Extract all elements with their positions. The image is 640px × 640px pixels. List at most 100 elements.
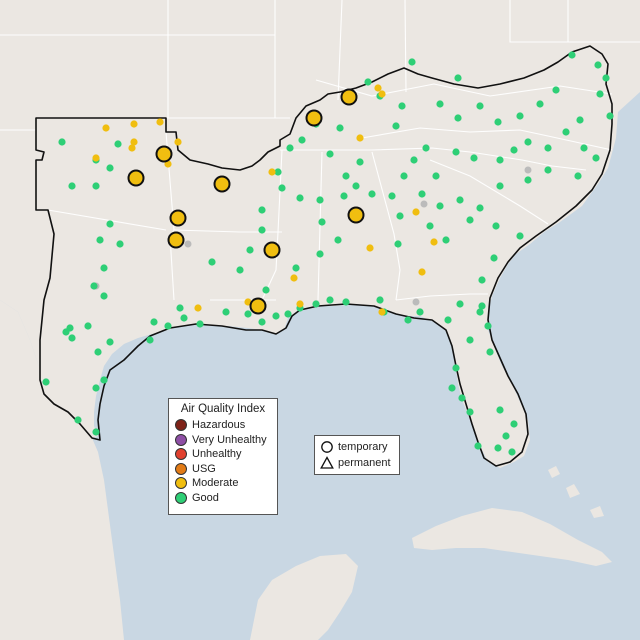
station-marker-good <box>470 154 478 162</box>
station-marker-good <box>400 172 408 180</box>
station-marker-moderate <box>290 274 298 282</box>
temporary-station-marker-moderate <box>155 145 173 163</box>
temporary-station-marker-moderate <box>169 209 187 227</box>
station-marker-moderate <box>430 238 438 246</box>
station-marker-good <box>456 196 464 204</box>
legend-label: USG <box>192 462 216 475</box>
station-marker-good <box>394 240 402 248</box>
station-marker-good <box>258 318 266 326</box>
station-marker-moderate <box>128 144 136 152</box>
station-marker-good <box>592 154 600 162</box>
station-marker-good <box>106 220 114 228</box>
station-marker-good <box>106 338 114 346</box>
station-marker-good <box>444 316 452 324</box>
station-marker-good <box>478 276 486 284</box>
station-marker-good <box>222 308 230 316</box>
station-marker-good <box>106 164 114 172</box>
station-marker-good <box>536 100 544 108</box>
station-marker-good <box>458 394 466 402</box>
station-marker-good <box>494 118 502 126</box>
station-marker-moderate <box>356 134 364 142</box>
station-marker-no-data <box>524 166 532 174</box>
permanent-label: permanent <box>338 457 391 469</box>
station-marker-good <box>476 102 484 110</box>
station-marker-moderate <box>412 208 420 216</box>
legend-label: Moderate <box>192 477 239 490</box>
station-marker-good <box>316 196 324 204</box>
station-marker-good <box>100 264 108 272</box>
station-marker-good <box>494 444 502 452</box>
station-marker-moderate <box>378 90 386 98</box>
station-marker-moderate <box>296 300 304 308</box>
station-marker-good <box>476 308 484 316</box>
station-marker-good <box>454 114 462 122</box>
station-marker-good <box>246 246 254 254</box>
station-marker-good <box>422 144 430 152</box>
station-marker-no-data <box>420 200 428 208</box>
station-marker-good <box>292 264 300 272</box>
station-marker-moderate <box>378 308 386 316</box>
station-marker-good <box>62 328 70 336</box>
station-markers <box>42 51 614 456</box>
station-marker-good <box>90 282 98 290</box>
station-marker-good <box>258 206 266 214</box>
station-marker-moderate <box>268 168 276 176</box>
station-marker-good <box>510 146 518 154</box>
station-marker-good <box>364 78 372 86</box>
station-marker-good <box>272 312 280 320</box>
station-marker-good <box>576 116 584 124</box>
hazardous-swatch-icon <box>175 419 187 432</box>
temporary-station-marker-moderate <box>249 297 267 315</box>
station-marker-good <box>396 212 404 220</box>
station-marker-good <box>508 448 516 456</box>
station-marker-moderate <box>194 304 202 312</box>
station-marker-good <box>408 58 416 66</box>
station-marker-good <box>442 236 450 244</box>
legend-label: Very Unhealthy <box>192 433 267 446</box>
station-marker-good <box>388 192 396 200</box>
station-marker-good <box>432 172 440 180</box>
station-marker-good <box>94 348 102 356</box>
station-marker-good <box>352 182 360 190</box>
station-marker-moderate <box>130 138 138 146</box>
station-marker-good <box>176 304 184 312</box>
station-marker-good <box>180 314 188 322</box>
station-marker-good <box>68 334 76 342</box>
temporary-station-marker-moderate <box>127 169 145 187</box>
station-marker-good <box>418 190 426 198</box>
station-marker-good <box>368 190 376 198</box>
legend-item-hazardous: Hazardous <box>175 418 271 433</box>
station-marker-good <box>334 236 342 244</box>
station-marker-good <box>478 302 486 310</box>
legend-item-permanent: permanent <box>320 455 394 471</box>
station-marker-good <box>42 378 50 386</box>
station-marker-good <box>326 296 334 304</box>
usg-swatch-icon <box>175 462 187 475</box>
station-marker-good <box>496 156 504 164</box>
station-marker-good <box>524 176 532 184</box>
station-marker-good <box>84 322 92 330</box>
station-marker-good <box>262 286 270 294</box>
station-marker-good <box>236 266 244 274</box>
circle-icon <box>321 441 333 453</box>
legend-item-temporary: temporary <box>320 439 394 455</box>
station-marker-good <box>336 124 344 132</box>
legend-item-moderate: Moderate <box>175 476 271 491</box>
station-marker-good <box>100 376 108 384</box>
station-marker-good <box>574 172 582 180</box>
station-marker-good <box>342 172 350 180</box>
station-marker-good <box>92 384 100 392</box>
station-marker-moderate <box>418 268 426 276</box>
station-type-legend: temporary permanent <box>314 435 400 475</box>
unhealthy-swatch-icon <box>175 448 187 461</box>
station-marker-good <box>312 300 320 308</box>
station-marker-good <box>274 168 282 176</box>
station-marker-good <box>552 86 560 94</box>
legend-title: Air Quality Index <box>180 403 266 415</box>
station-marker-good <box>426 222 434 230</box>
station-marker-good <box>594 61 602 69</box>
station-marker-good <box>502 432 510 440</box>
legend-label: Hazardous <box>192 419 246 432</box>
station-marker-good <box>208 258 216 266</box>
